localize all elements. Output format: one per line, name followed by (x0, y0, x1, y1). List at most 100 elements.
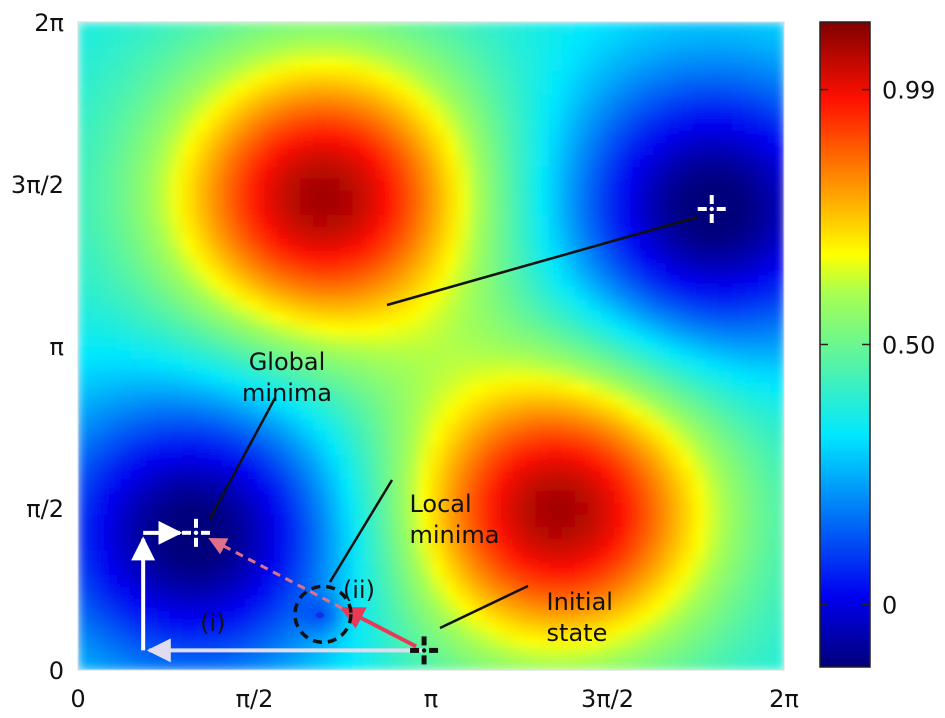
heatmap-cell (587, 58, 602, 71)
heatmap-cell (195, 286, 210, 299)
heatmap-cell (326, 226, 341, 239)
heatmap-cell (130, 94, 145, 107)
heatmap-cell (509, 610, 524, 623)
heatmap-cell (287, 154, 302, 167)
heatmap-cell (457, 166, 472, 179)
heatmap-cell (744, 82, 759, 95)
heatmap-cell (221, 322, 236, 335)
heatmap-cell (169, 358, 184, 371)
heatmap-cell (509, 598, 524, 611)
heatmap-cell (104, 502, 119, 515)
heatmap-cell (404, 598, 419, 611)
heatmap-cell (404, 70, 419, 83)
heatmap-cell (470, 514, 485, 527)
heatmap-cell (404, 298, 419, 311)
heatmap-cell (130, 454, 145, 467)
heatmap-cell (653, 70, 668, 83)
heatmap-cell (496, 394, 511, 407)
heatmap-cell (444, 382, 459, 395)
heatmap-cell (391, 190, 406, 203)
heatmap-cell (587, 178, 602, 191)
heatmap-cell (548, 490, 563, 503)
heatmap-cell (339, 94, 354, 107)
heatmap-cell (470, 622, 485, 635)
heatmap-cell (182, 154, 197, 167)
heatmap-cell (221, 334, 236, 347)
heatmap-cell (274, 202, 289, 215)
heatmap-cell (679, 226, 694, 239)
heatmap-cell (496, 466, 511, 479)
heatmap-cell (404, 310, 419, 323)
heatmap-cell (600, 634, 615, 647)
heatmap-cell (130, 322, 145, 335)
heatmap-cell (522, 406, 537, 419)
heatmap-cell (679, 118, 694, 131)
heatmap-cell (457, 502, 472, 515)
heatmap-cell (522, 622, 537, 635)
heatmap-cell (509, 130, 524, 143)
heatmap-cell (640, 58, 655, 71)
heatmap-cell (614, 190, 629, 203)
heatmap-cell (444, 574, 459, 587)
heatmap-cell (391, 202, 406, 215)
heatmap-cell (705, 22, 720, 35)
heatmap-cell (614, 58, 629, 71)
heatmap-cell (313, 394, 328, 407)
heatmap-cell (614, 154, 629, 167)
heatmap-cell (535, 274, 550, 287)
heatmap-cell (378, 658, 393, 670)
heatmap-cell (365, 574, 380, 587)
heatmap-cell (404, 538, 419, 551)
heatmap-cell (770, 646, 784, 659)
heatmap-cell (535, 262, 550, 275)
heatmap-cell (496, 346, 511, 359)
heatmap-cell (731, 274, 746, 287)
heatmap-cell (718, 118, 733, 131)
heatmap-cell (457, 214, 472, 227)
heatmap-cell (653, 394, 668, 407)
heatmap-cell (378, 442, 393, 455)
heatmap-cell (431, 658, 445, 670)
heatmap-cell (261, 130, 276, 143)
heatmap-cell (548, 70, 563, 83)
heatmap-cell (300, 250, 315, 263)
heatmap-cell (117, 598, 132, 611)
heatmap-cell (627, 478, 642, 491)
heatmap-cell (457, 70, 472, 83)
heatmap-cell (156, 562, 171, 575)
heatmap-cell (352, 658, 367, 670)
heatmap-cell (274, 94, 289, 107)
heatmap-cell (600, 574, 615, 587)
heatmap-cell (313, 34, 328, 47)
heatmap-cell (391, 166, 406, 179)
heatmap-cell (130, 82, 145, 95)
heatmap-cell (156, 70, 171, 83)
heatmap-cell (731, 190, 746, 203)
heatmap-cell (627, 238, 642, 251)
heatmap-cell (653, 370, 668, 383)
heatmap-cell (182, 586, 197, 599)
heatmap-cell (404, 142, 419, 155)
heatmap-cell (770, 610, 784, 623)
heatmap-cell (169, 298, 184, 311)
heatmap-cell (705, 526, 720, 539)
heatmap-cell (169, 550, 184, 563)
heatmap-cell (365, 418, 380, 431)
heatmap-cell (143, 274, 158, 287)
heatmap-cell (339, 358, 354, 371)
heatmap-cell (391, 514, 406, 527)
heatmap-cell (483, 406, 498, 419)
heatmap-cell (627, 370, 642, 383)
heatmap-cell (352, 58, 367, 71)
heatmap-cell (274, 166, 289, 179)
heatmap-cell (457, 526, 472, 539)
heatmap-cell (574, 610, 589, 623)
heatmap-cell (653, 214, 668, 227)
heatmap-cell (300, 418, 315, 431)
heatmap-cell (104, 526, 119, 539)
heatmap-cell (91, 118, 106, 131)
heatmap-cell (522, 46, 537, 59)
heatmap-cell (287, 610, 302, 623)
heatmap-cell (600, 646, 615, 659)
heatmap-cell (770, 178, 784, 191)
